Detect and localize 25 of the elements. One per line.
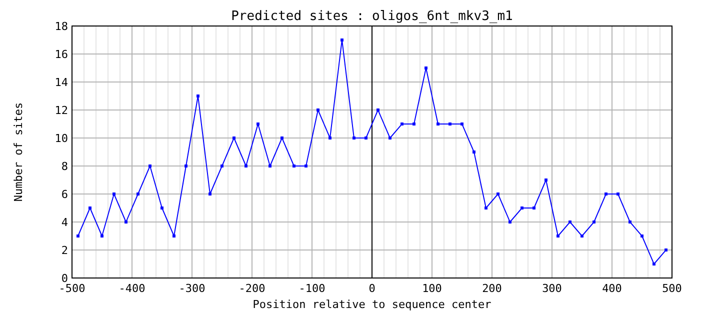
y-tick-label: 14	[54, 76, 68, 89]
y-tick-label: 0	[61, 272, 68, 285]
y-tick-label: 4	[61, 216, 68, 229]
x-tick-label: 200	[482, 282, 502, 295]
y-tick-label: 18	[54, 20, 68, 33]
x-tick-label: 100	[422, 282, 442, 295]
x-tick-label: 500	[662, 282, 682, 295]
x-tick-label: 400	[602, 282, 622, 295]
y-tick-label: 16	[54, 48, 68, 61]
x-tick-label: 300	[542, 282, 562, 295]
y-tick-label: 2	[61, 244, 68, 257]
x-tick-label: -400	[118, 282, 146, 295]
x-axis-title: Position relative to sequence center	[252, 298, 492, 311]
y-axis-title: Number of sites	[12, 102, 25, 202]
x-tick-label: -500	[58, 282, 86, 295]
x-tick-label: -200	[238, 282, 266, 295]
y-tick-label: 6	[61, 188, 68, 201]
y-tick-label: 12	[54, 104, 68, 117]
y-tick-label: 8	[61, 160, 68, 173]
chart-title: Predicted sites : oligos_6nt_mkv3_m1	[231, 9, 513, 24]
line-series	[76, 38, 668, 266]
y-tick-label: 10	[54, 132, 68, 145]
x-tick-label: 0	[368, 282, 376, 295]
x-tick-label: -100	[298, 282, 326, 295]
x-tick-label: -300	[178, 282, 206, 295]
